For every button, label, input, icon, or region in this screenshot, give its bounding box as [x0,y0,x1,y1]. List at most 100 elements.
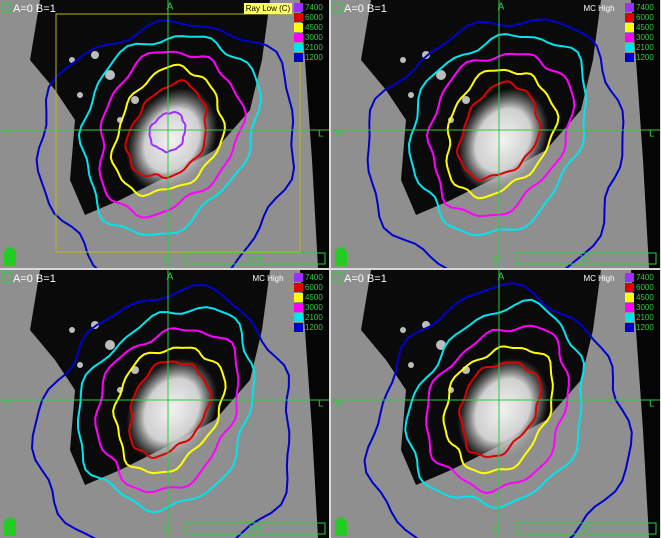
orientation-left: L [318,129,324,140]
legend-swatch [294,43,303,52]
legend-swatch [625,33,634,42]
isodose-contour [445,68,560,200]
beam-icon [1,2,12,13]
scale-label: 124 [579,524,593,533]
orientation-anterior: A [167,2,174,13]
isodose-contour [77,35,263,237]
beam-label: A=0 B=1 [344,273,387,285]
isodose-contour [128,360,213,460]
orientation-anterior: A [167,272,174,283]
legend-swatch [625,283,634,292]
patient-icon [335,517,347,536]
legend-dose: 7400 [636,3,654,12]
isodose-contour [457,361,543,459]
legend-swatch [294,53,303,62]
legend-swatch [625,303,634,312]
beam-icon [332,272,343,283]
isodose-contour [425,52,576,218]
scale-label: 124 [579,254,593,263]
orientation-right: R [4,399,11,410]
vessel [436,70,446,80]
legend-dose: 2100 [636,313,654,322]
legend-dose: 4500 [305,23,323,32]
legend-dose: 4500 [305,293,323,302]
legend-swatch [294,313,303,322]
isodose-contour [407,33,587,237]
legend-swatch [294,283,303,292]
legend-swatch [294,23,303,32]
outside-body [631,0,660,268]
isodose-contour [98,50,247,219]
legend-dose: 6000 [636,13,654,22]
legend-dose: 7400 [305,3,323,12]
isodose-contour [109,63,226,198]
legend-swatch [294,273,303,282]
plan-label-bg [244,3,292,14]
patient-icon [335,247,347,266]
beam-label: A=0 B=1 [13,273,56,285]
legend-swatch [625,3,634,12]
vessel [400,57,406,63]
legend-swatch [625,23,634,32]
vessel [69,327,75,333]
tumor [457,87,549,193]
tumor [457,357,549,463]
beam-icon [1,272,12,283]
roi-box [55,13,301,253]
scale-label: 124 [248,254,262,263]
legend-dose: 2100 [305,43,323,52]
orientation-left: L [649,399,655,410]
orientation-right: R [335,129,342,140]
vessel [69,57,75,63]
vessel [400,327,406,333]
tumor [126,357,218,463]
beam-label: A=0 B=1 [13,3,56,15]
legend-swatch [294,303,303,312]
scale-bar [184,252,326,265]
outside-body [631,270,660,538]
orientation-anterior: A [498,272,505,283]
orientation-left: L [649,129,655,140]
isodose-contour [455,80,542,182]
isodose-contour [425,324,570,495]
panel-content: A=0 B=1 A R L P Ray Low (C) 740060004500300021… [0,0,329,268]
isodose-contour [366,18,625,268]
scale-bar [515,522,657,535]
vessel [77,92,83,98]
orientation-left: L [318,399,324,410]
legend-swatch [625,273,634,282]
legend-swatch [294,3,303,12]
isodose-contour [30,283,291,538]
legend-swatch [625,313,634,322]
legend-dose: 3000 [305,303,323,312]
orientation-right: R [4,129,11,140]
vessel [408,92,414,98]
legend-dose: 4500 [636,293,654,302]
isodose-contour [35,19,296,268]
vessel [105,70,115,80]
scale-bar [184,522,326,535]
isodose-contour [112,346,227,475]
legend-swatch [294,293,303,302]
isodose-contour [404,298,586,509]
beam-icon [332,2,343,13]
plan-label: MC High [583,274,614,283]
orientation-right: R [335,399,342,410]
legend-dose: 1200 [305,323,323,332]
legend-dose: 4500 [636,23,654,32]
plan-label: MC High [583,4,614,13]
orientation-posterior: P [494,526,501,537]
legend-swatch [294,323,303,332]
vessel [408,362,414,368]
legend-dose: 2100 [636,43,654,52]
legend-dose: 2100 [305,313,323,322]
legend-dose: 7400 [305,273,323,282]
